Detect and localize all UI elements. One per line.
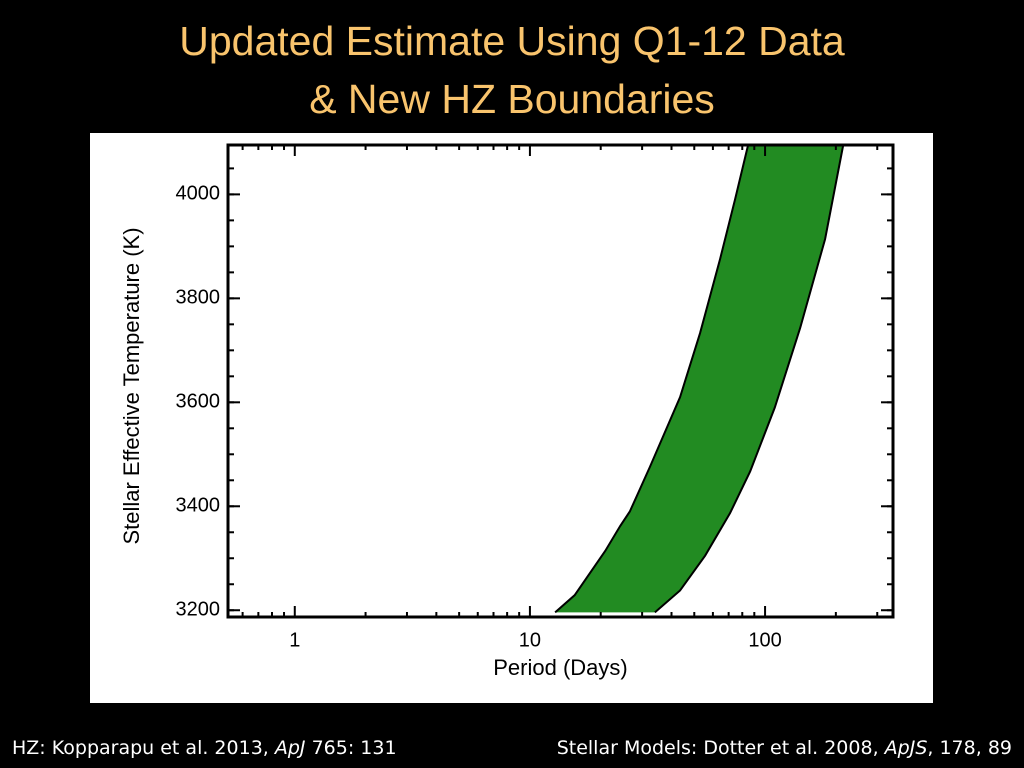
hz-boundary <box>654 144 845 614</box>
x-tick-label: 10 <box>519 629 541 651</box>
footer-text: , 178, 89 <box>927 737 1012 759</box>
y-tick-label: 3200 <box>176 599 221 621</box>
footer-text: 765: 131 <box>306 737 397 759</box>
hz-boundary <box>554 144 750 614</box>
plot-frame <box>226 143 895 619</box>
x-axis-label: Period (Days) <box>493 655 627 680</box>
footer-text: Stellar Models: Dotter et al. 2008, <box>557 737 885 759</box>
x-tick-label: 100 <box>748 629 781 651</box>
footer-journal: ApJS <box>883 737 928 759</box>
footer-text: HZ: Kopparapu et al. 2013, <box>12 737 275 759</box>
y-axis-label: Stellar Effective Temperature (K) <box>119 227 144 544</box>
y-tick-label: 4000 <box>176 183 221 205</box>
footer-right: Stellar Models: Dotter et al. 2008, ApJS… <box>557 737 1012 759</box>
footer-left: HZ: Kopparapu et al. 2013, ApJ 765: 131 <box>12 737 397 759</box>
title-line: & New HZ Boundaries <box>309 76 715 122</box>
y-tick-label: 3400 <box>176 495 221 517</box>
y-tick-label: 3800 <box>176 287 221 309</box>
x-tick-label: 1 <box>289 629 300 651</box>
hz-band <box>555 145 844 613</box>
footer-journal: ApJ <box>273 737 306 759</box>
title-line: Updated Estimate Using Q1-12 Data <box>179 18 845 64</box>
plot: 1 10 100 3200 3400 3600 3800 4000 Period (Days) S… <box>119 143 895 680</box>
y-tick-label: 3600 <box>176 391 221 413</box>
